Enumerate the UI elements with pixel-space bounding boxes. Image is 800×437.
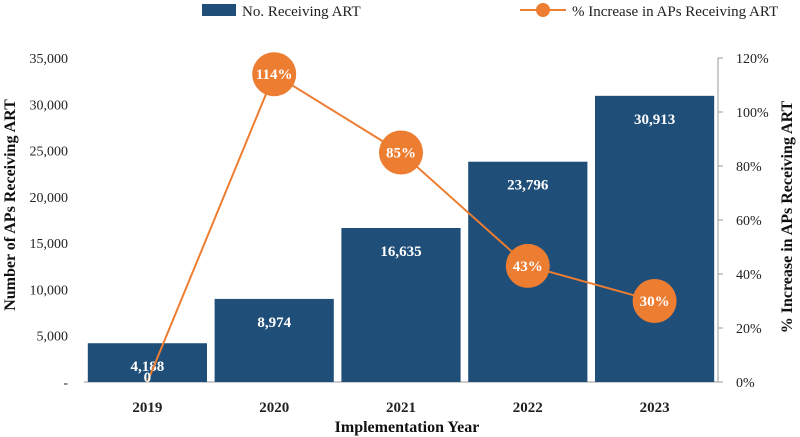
bar: [595, 95, 715, 382]
y2-tick-label: 40%: [736, 268, 762, 283]
bar-value-label: 23,796: [507, 178, 549, 194]
y-tick-label: 35,000: [30, 52, 69, 67]
legend-bar-label: No. Receiving ART: [242, 4, 361, 20]
y-tick-label: 5,000: [37, 330, 69, 345]
legend: No. Receiving ART % Increase in APs Rece…: [202, 3, 778, 20]
line-marker: [505, 243, 550, 288]
y2-tick-label: 20%: [736, 322, 762, 337]
line-value-label: 43%: [513, 259, 543, 275]
y2-axis-title: % Increase in APs Receiving ART: [779, 100, 796, 333]
x-tick-label: 2021: [386, 400, 416, 416]
y-tick-label: 20,000: [30, 191, 69, 206]
line-marker: [379, 130, 423, 175]
line-marker: [252, 52, 297, 97]
line-value-label: 0: [144, 370, 152, 386]
bar: [87, 343, 207, 382]
y2-tick-label: 60%: [736, 214, 762, 229]
y-tick-label: 15,000: [30, 237, 69, 252]
bar-value-label: 16,635: [380, 244, 421, 260]
y2-tick-label: 80%: [736, 160, 762, 175]
y2-axis-ticks: 0% 20% 40% 60% 80% 100% 120%: [718, 52, 769, 391]
x-tick-label: 2020: [259, 400, 289, 416]
line-marker: [632, 279, 677, 323]
line-value-label: 85%: [386, 146, 416, 162]
line-series: 0 114% 85% 43% 30%: [144, 52, 677, 386]
y-axis-ticks: - 5,000 10,000 15,000 20,000 25,000 30,000 35,0…: [30, 52, 69, 391]
y-tick-label: 10,000: [30, 283, 69, 298]
x-tick-label: 2022: [513, 400, 543, 416]
legend-line-marker: [536, 3, 550, 17]
bar-value-label: 30,913: [634, 112, 675, 128]
x-axis-ticks: 2019 2020 2021 2022 2023: [132, 400, 669, 416]
y-axis-title: Number of APs Receiving ART: [2, 99, 19, 311]
legend-line-label: % Increase in APs Receiving ART: [572, 4, 778, 20]
x-tick-label: 2019: [132, 400, 162, 416]
y-tick-label: 30,000: [30, 98, 69, 113]
y2-tick-label: 0%: [736, 376, 755, 391]
bar-value-label: 8,974: [257, 315, 291, 331]
x-axis-title: Implementation Year: [335, 419, 480, 436]
legend-bar-swatch: [202, 4, 236, 16]
y-tick-label: -: [63, 376, 68, 391]
x-tick-label: 2023: [640, 400, 670, 416]
y-tick-label: 25,000: [30, 145, 69, 160]
y2-tick-label: 120%: [736, 52, 769, 67]
bar: [214, 298, 334, 382]
bar: [341, 228, 461, 382]
bar-series: [87, 95, 715, 382]
line-value-label: 114%: [256, 67, 293, 83]
line-value-label: 30%: [640, 294, 670, 310]
y2-tick-label: 100%: [736, 106, 769, 121]
